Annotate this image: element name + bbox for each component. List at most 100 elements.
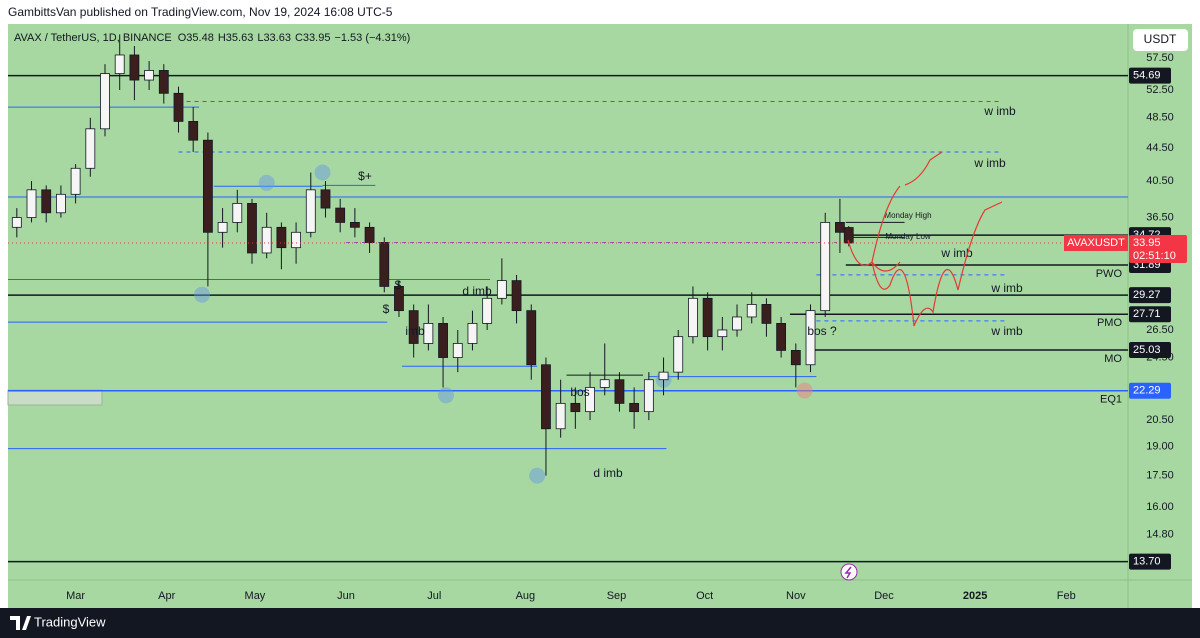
candle-body [732,316,742,331]
x-tick-label: Jun [337,590,355,602]
candle-body [349,222,360,228]
candle-body [11,217,22,228]
candle-body [776,323,787,351]
swing-marker [314,164,331,181]
candle-body [467,323,478,344]
annotation: Monday Low [885,232,931,241]
candle-body [688,297,698,338]
level-tag-label: 27.71 [1133,308,1161,320]
currency-label[interactable]: USDT [1144,32,1177,46]
x-tick-label: May [245,590,266,602]
currency-button[interactable] [1133,29,1188,51]
candle-body [805,310,816,366]
candle-body [452,343,463,358]
footer-bar [0,608,1200,638]
candle-body [291,231,301,249]
candle-body [70,167,81,195]
x-tick-label: Feb [1057,590,1076,602]
y-tick-label: 26.50 [1146,324,1174,336]
annotation: w imb [940,246,973,260]
candle-body [394,286,404,312]
level-tag [1129,342,1171,359]
annotation: bos ? [807,324,837,338]
level-tag-label: 29.27 [1133,289,1161,301]
brand-name: TradingView [34,614,106,629]
event-icon[interactable] [840,563,858,581]
x-tick-label: Sep [607,590,627,602]
price-tag [1129,234,1187,263]
swing-marker [796,382,813,399]
y-tick-label: 44.50 [1146,142,1174,154]
annotation: $ [395,278,402,292]
candle-body [129,54,140,81]
x-tick-label: Mar [66,590,85,602]
y-tick-label: 14.80 [1146,528,1174,540]
annotation: d imb [462,284,492,298]
y-tick-label: 48.50 [1146,112,1174,124]
annotation: d imb [593,466,623,480]
candle-body [496,280,507,299]
y-tick-label: 40.50 [1146,175,1174,187]
y-tick-label: 19.00 [1146,441,1174,453]
candle-body [761,304,772,324]
x-tick-label: 2025 [963,590,987,602]
annotation: w imb [990,281,1023,295]
candle-body [643,379,654,413]
annotation: imb [405,324,425,338]
event-icon-bolt [844,566,852,579]
level-tag-label: 54.69 [1133,70,1161,82]
chart-background [8,24,1192,608]
level-tag [1129,287,1171,304]
level-name: MO [1104,353,1122,365]
annotation: w imb [973,156,1006,170]
x-tick-label: Dec [874,590,894,602]
brand-logo [10,616,31,630]
candle-body [261,226,272,254]
candle-body [570,402,581,413]
candle-body [629,402,640,413]
range-box [7,389,103,406]
y-tick-label: 20.50 [1146,414,1174,426]
countdown: 02:51:10 [1133,250,1176,262]
candle-body [85,128,96,169]
legend-field: O [178,32,187,44]
candle-body [511,280,522,312]
candle-body [26,189,37,218]
candle-body [100,73,110,130]
level-name: PMO [1097,317,1123,329]
candle-body [555,402,566,430]
candle-body [702,297,713,338]
x-tick-label: Jul [427,590,441,602]
x-tick-label: Apr [158,590,175,602]
candle-body [408,310,419,344]
candle-body [364,226,375,243]
y-tick-label: 17.50 [1146,470,1174,482]
annotation: $ [383,302,390,316]
x-tick-label: Aug [516,590,536,602]
candle-body [526,310,537,366]
candle-body [379,242,390,287]
legend-title: AVAX / TetherUS, 1D, BINANCE [14,32,172,44]
symbol-tag [1064,234,1128,251]
swing-marker [438,387,455,404]
legend-change: −1.53 (−4.31%) [334,32,410,44]
legend-value: 35.63 [226,32,254,44]
plot-area: PWO PMO MO EQ1 w imb w imb w imb w imb w imb $+ $ $… [8,34,1128,563]
candle-body [585,387,595,413]
candle-body [599,379,610,388]
candle-body [541,364,551,430]
level-tag [1129,67,1171,84]
x-tick-label: Oct [696,590,713,602]
candle-body [41,189,52,214]
candle-body [835,222,845,233]
swing-marker [529,467,546,484]
swing-marker [194,286,211,303]
candle-body [202,139,213,233]
level-tag-label: 22.29 [1133,385,1161,397]
candle-body [305,189,316,233]
candle-body [320,189,331,209]
y-tick-label: 36.50 [1146,211,1174,223]
y-tick-label: 57.50 [1146,52,1174,64]
level-tag [1129,553,1171,570]
legend-field: H [218,32,226,44]
